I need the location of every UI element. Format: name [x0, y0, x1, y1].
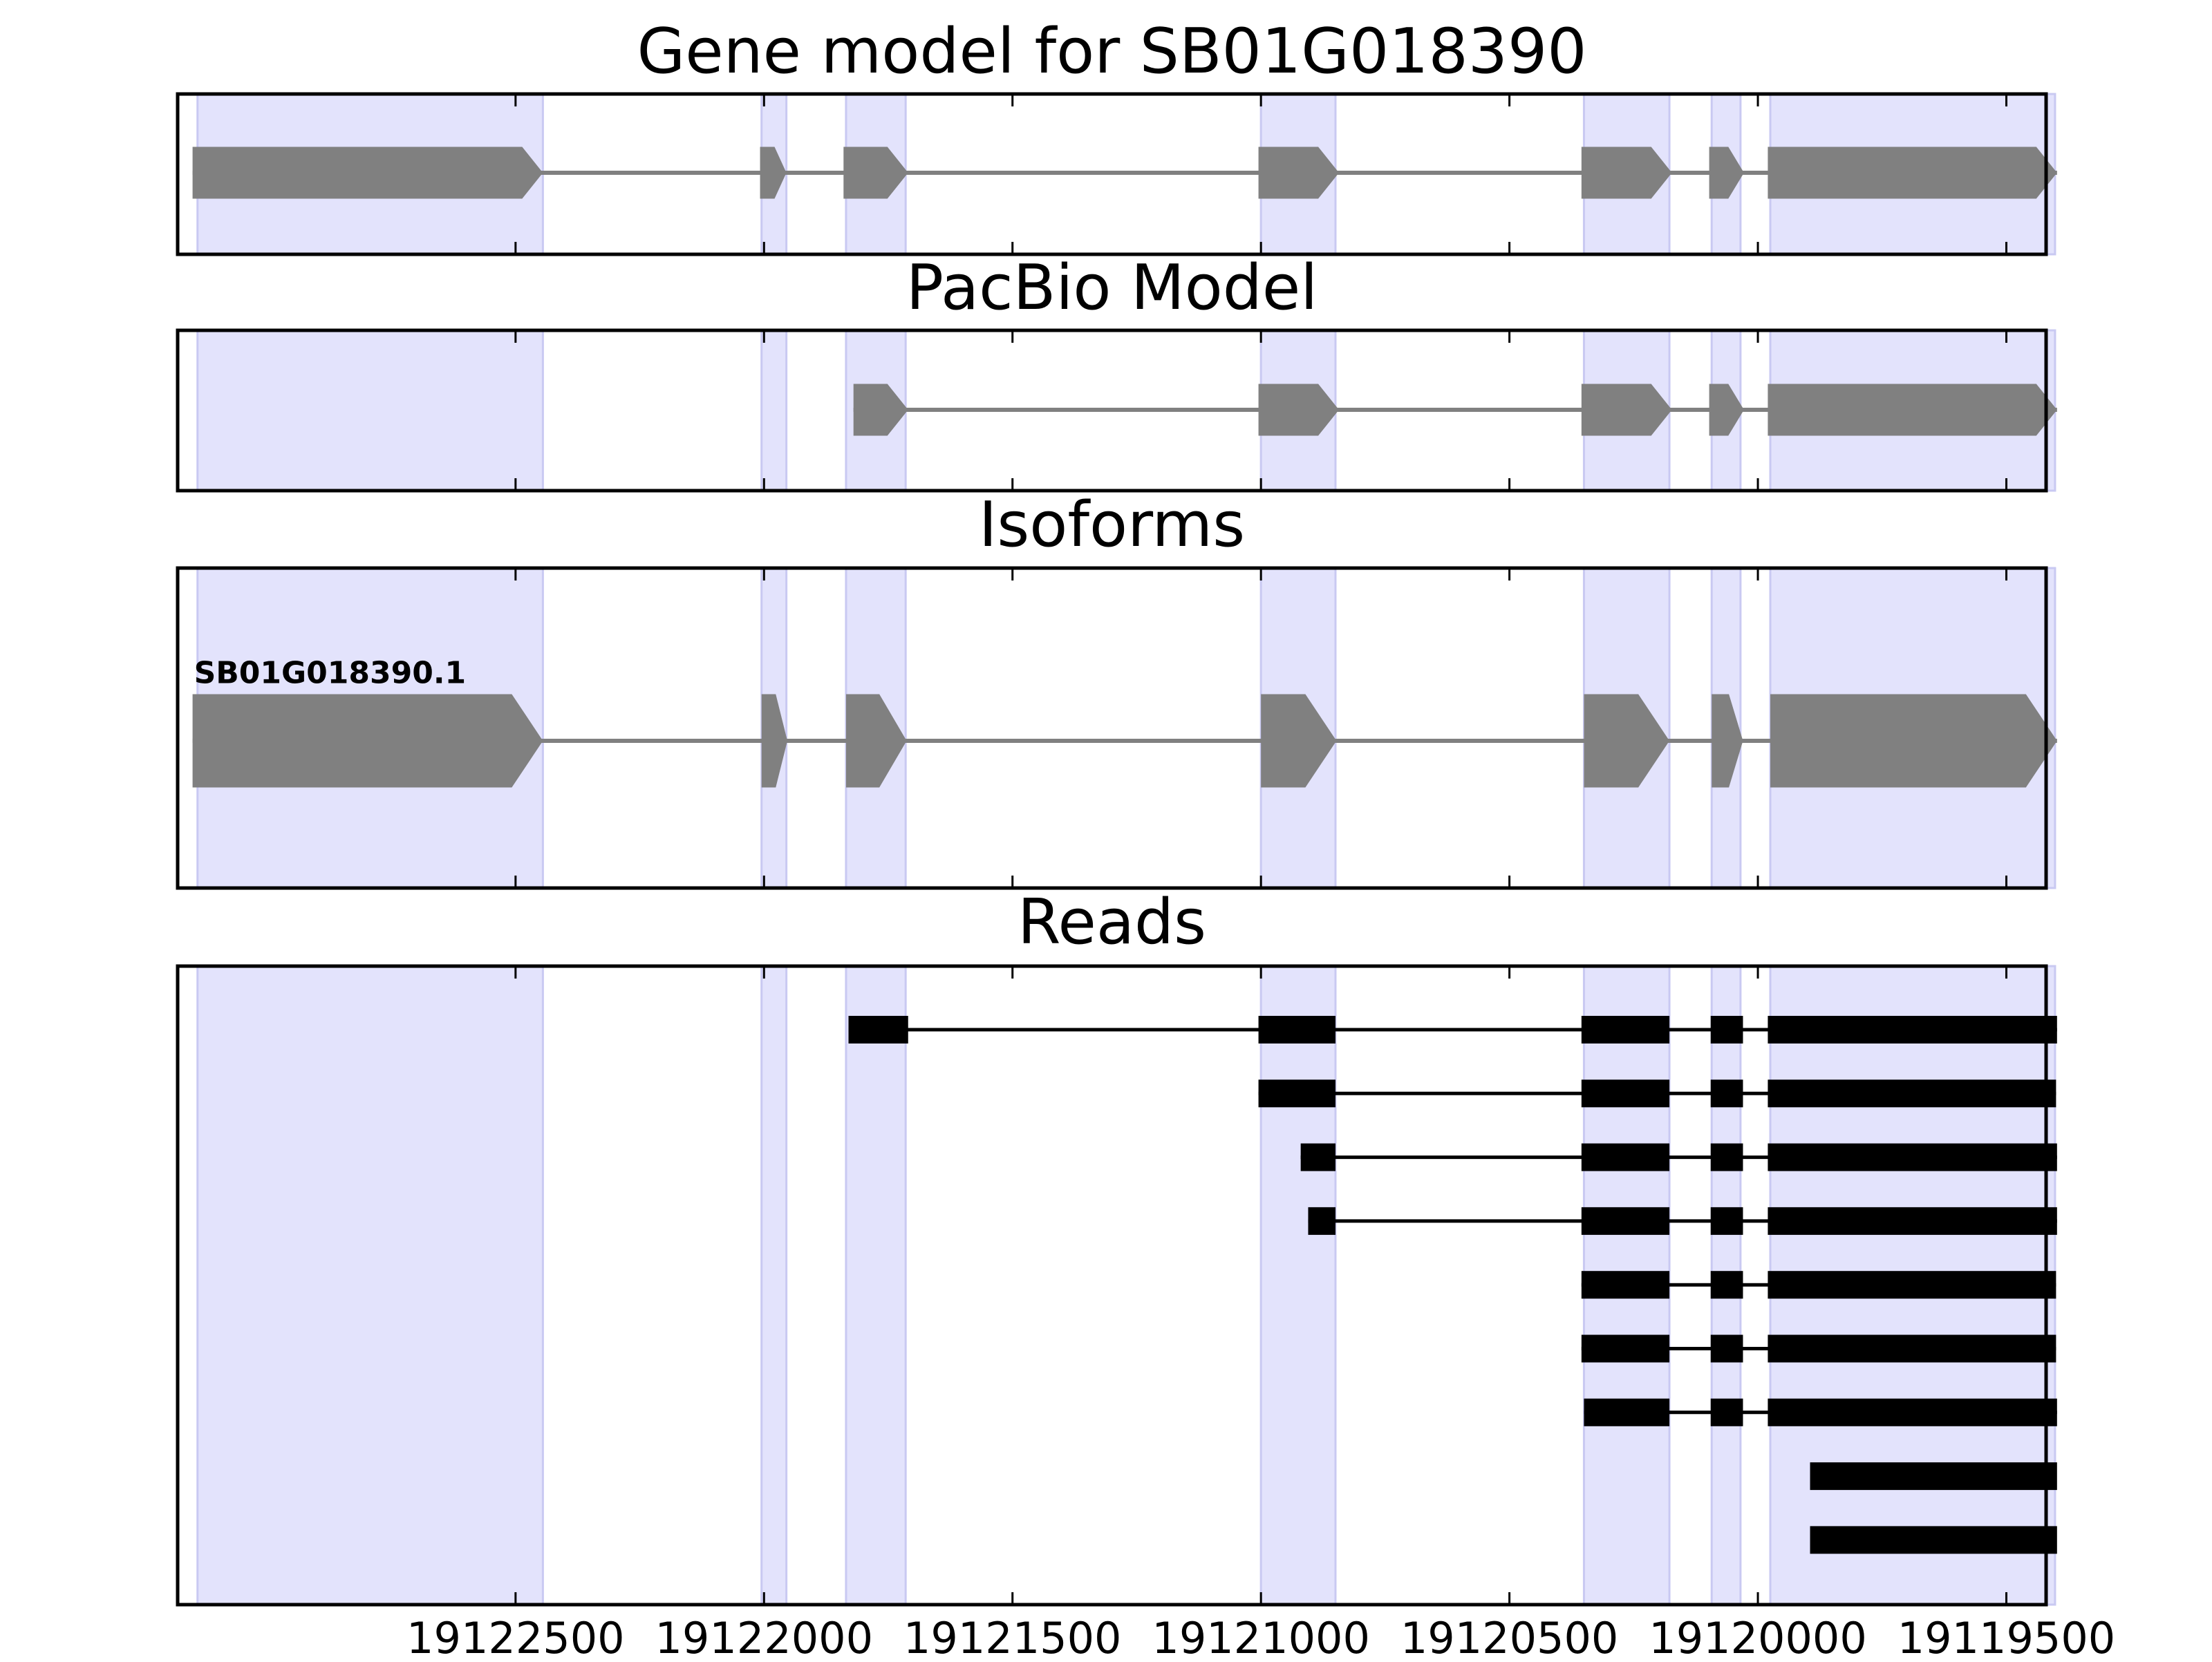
panel-1-track-1-exon-4 [1258, 147, 1340, 199]
panel-3-track-1-exon-5 [1584, 694, 1670, 788]
panel-4-track-7-exon-2 [1710, 1398, 1743, 1426]
panel-4-track-2 [1258, 1079, 2056, 1108]
panel-4-track-1-exon-1 [848, 1016, 908, 1044]
panel-4-track-6-exon-1 [1581, 1334, 1670, 1363]
x-axis: 19122500 19122000 19121500 19121000 19120500… [406, 1613, 2116, 1662]
panel-2-track-1-exon-1 [853, 384, 908, 436]
panel-4-track-6 [1581, 1334, 2056, 1363]
panel-4-track-8-exon-1 [1810, 1462, 2057, 1491]
panel-2-exon-shading-1 [196, 329, 544, 492]
panel-4-track-7-exon-3 [1768, 1398, 2057, 1426]
panel-4-track-3-exon-1 [1300, 1143, 1335, 1171]
panel-4-track-7 [1584, 1398, 2057, 1426]
panel-4-track-2-exon-1 [1258, 1079, 1335, 1108]
panel-4-exon-shading-2 [760, 965, 788, 1606]
panel-1-track-1-exon-6 [1709, 147, 1744, 199]
x-tick-label-5: 19120500 [1400, 1613, 1619, 1659]
panel-4-track-2-exon-3 [1710, 1079, 1743, 1108]
panel-4-track-2-exon-4 [1768, 1079, 2056, 1108]
panel-4-track-5 [1581, 1271, 2056, 1299]
panel-4-track-5-exon-3 [1768, 1271, 2056, 1299]
panel-4-track-3 [1300, 1143, 2057, 1171]
panel-4-track-2-exon-2 [1581, 1079, 1670, 1108]
panel-2: PacBio Model [176, 252, 2057, 493]
panel-4-track-6-exon-3 [1768, 1334, 2056, 1363]
panel-3-track-1-exon-2 [761, 694, 788, 788]
panel-4-title: Reads [1018, 886, 1206, 959]
panel-4-track-4 [1308, 1207, 2057, 1235]
panel-2-track-1-exon-3 [1581, 384, 1672, 436]
panel-4-track-3-exon-2 [1581, 1143, 1670, 1171]
x-tick-label-2: 19122000 [655, 1613, 873, 1659]
panel-2-track-1 [853, 384, 2057, 436]
panel-3-frame [176, 566, 2048, 890]
panel-1-track-1-exon-1 [192, 147, 543, 199]
panel-1: Gene model for SB01G018390 [176, 15, 2057, 256]
panel-2-track-1-exon-2 [1258, 384, 1340, 436]
panel-4-track-4-exon-4 [1768, 1207, 2057, 1235]
panel-3-track-1-exon-1 [192, 694, 543, 788]
panel-3-track-1-exon-3 [845, 694, 907, 788]
panel-4-track-8 [1810, 1462, 2057, 1491]
panel-4-track-6-exon-2 [1710, 1334, 1743, 1363]
panel-1-track-1-exon-5 [1581, 147, 1672, 199]
panel-4-track-4-exon-1 [1308, 1207, 1335, 1235]
panel-3-track-1: SB01G018390.1 [192, 656, 2057, 788]
panel-1-track-1-exon-2 [760, 147, 787, 199]
x-tick-label-3: 19121500 [903, 1613, 1122, 1659]
panel-4-track-1-exon-4 [1710, 1016, 1743, 1044]
panel-4-track-3-exon-3 [1710, 1143, 1743, 1171]
panel-4-track-5-exon-1 [1581, 1271, 1670, 1299]
panel-4-track-9-exon-1 [1810, 1526, 2057, 1554]
panel-4-exon-shading-1 [196, 965, 544, 1606]
panel-3-track-1-exon-6 [1712, 694, 1743, 788]
x-tick-label-4: 19121000 [1152, 1613, 1370, 1659]
panel-4-exon-shading-3 [845, 965, 907, 1606]
x-tick-label-7: 19119500 [1897, 1613, 2116, 1659]
panel-3: SB01G018390.1 Isoforms [176, 489, 2057, 890]
panel-1-track-1-exon-7 [1768, 147, 2057, 199]
panel-3-title: Isoforms [979, 489, 1245, 561]
panel-4-track-9 [1810, 1526, 2057, 1554]
panel-2-title: PacBio Model [906, 252, 1318, 324]
panel-4-track-4-exon-2 [1581, 1207, 1670, 1235]
panel-3-track-1-exon-4 [1261, 694, 1337, 788]
panel-3-track-1-exon-7 [1770, 694, 2057, 788]
panel-4-frame [176, 964, 2048, 1607]
panel-4-track-7-exon-1 [1584, 1398, 1670, 1426]
panel-4-exon-shading-4 [1259, 965, 1337, 1606]
panel-1-track-1 [192, 147, 2057, 199]
panel-1-track-1-exon-3 [843, 147, 908, 199]
panel-2-frame [176, 328, 2048, 493]
panel-4: Reads [176, 886, 2057, 1607]
panel-4-track-1-exon-3 [1581, 1016, 1670, 1044]
x-tick-label-6: 19120000 [1649, 1613, 1867, 1659]
panel-4-track-1 [848, 1016, 2057, 1044]
panel-4-track-3-exon-4 [1768, 1143, 2057, 1171]
panel-2-exon-shading-2 [760, 329, 788, 492]
panel-2-track-1-exon-5 [1768, 384, 2057, 436]
panel-1-frame [176, 92, 2048, 256]
panel-4-track-5-exon-2 [1710, 1271, 1743, 1299]
panel-1-title: Gene model for SB01G018390 [637, 15, 1586, 88]
panel-4-track-1-exon-5 [1768, 1016, 2057, 1044]
x-tick-label-1: 19122500 [406, 1613, 625, 1659]
panel-4-track-1-exon-2 [1258, 1016, 1335, 1044]
panel-3-track-1-label: SB01G018390.1 [194, 656, 467, 691]
panel-2-track-1-exon-4 [1709, 384, 1744, 436]
panel-4-track-4-exon-3 [1710, 1207, 1743, 1235]
